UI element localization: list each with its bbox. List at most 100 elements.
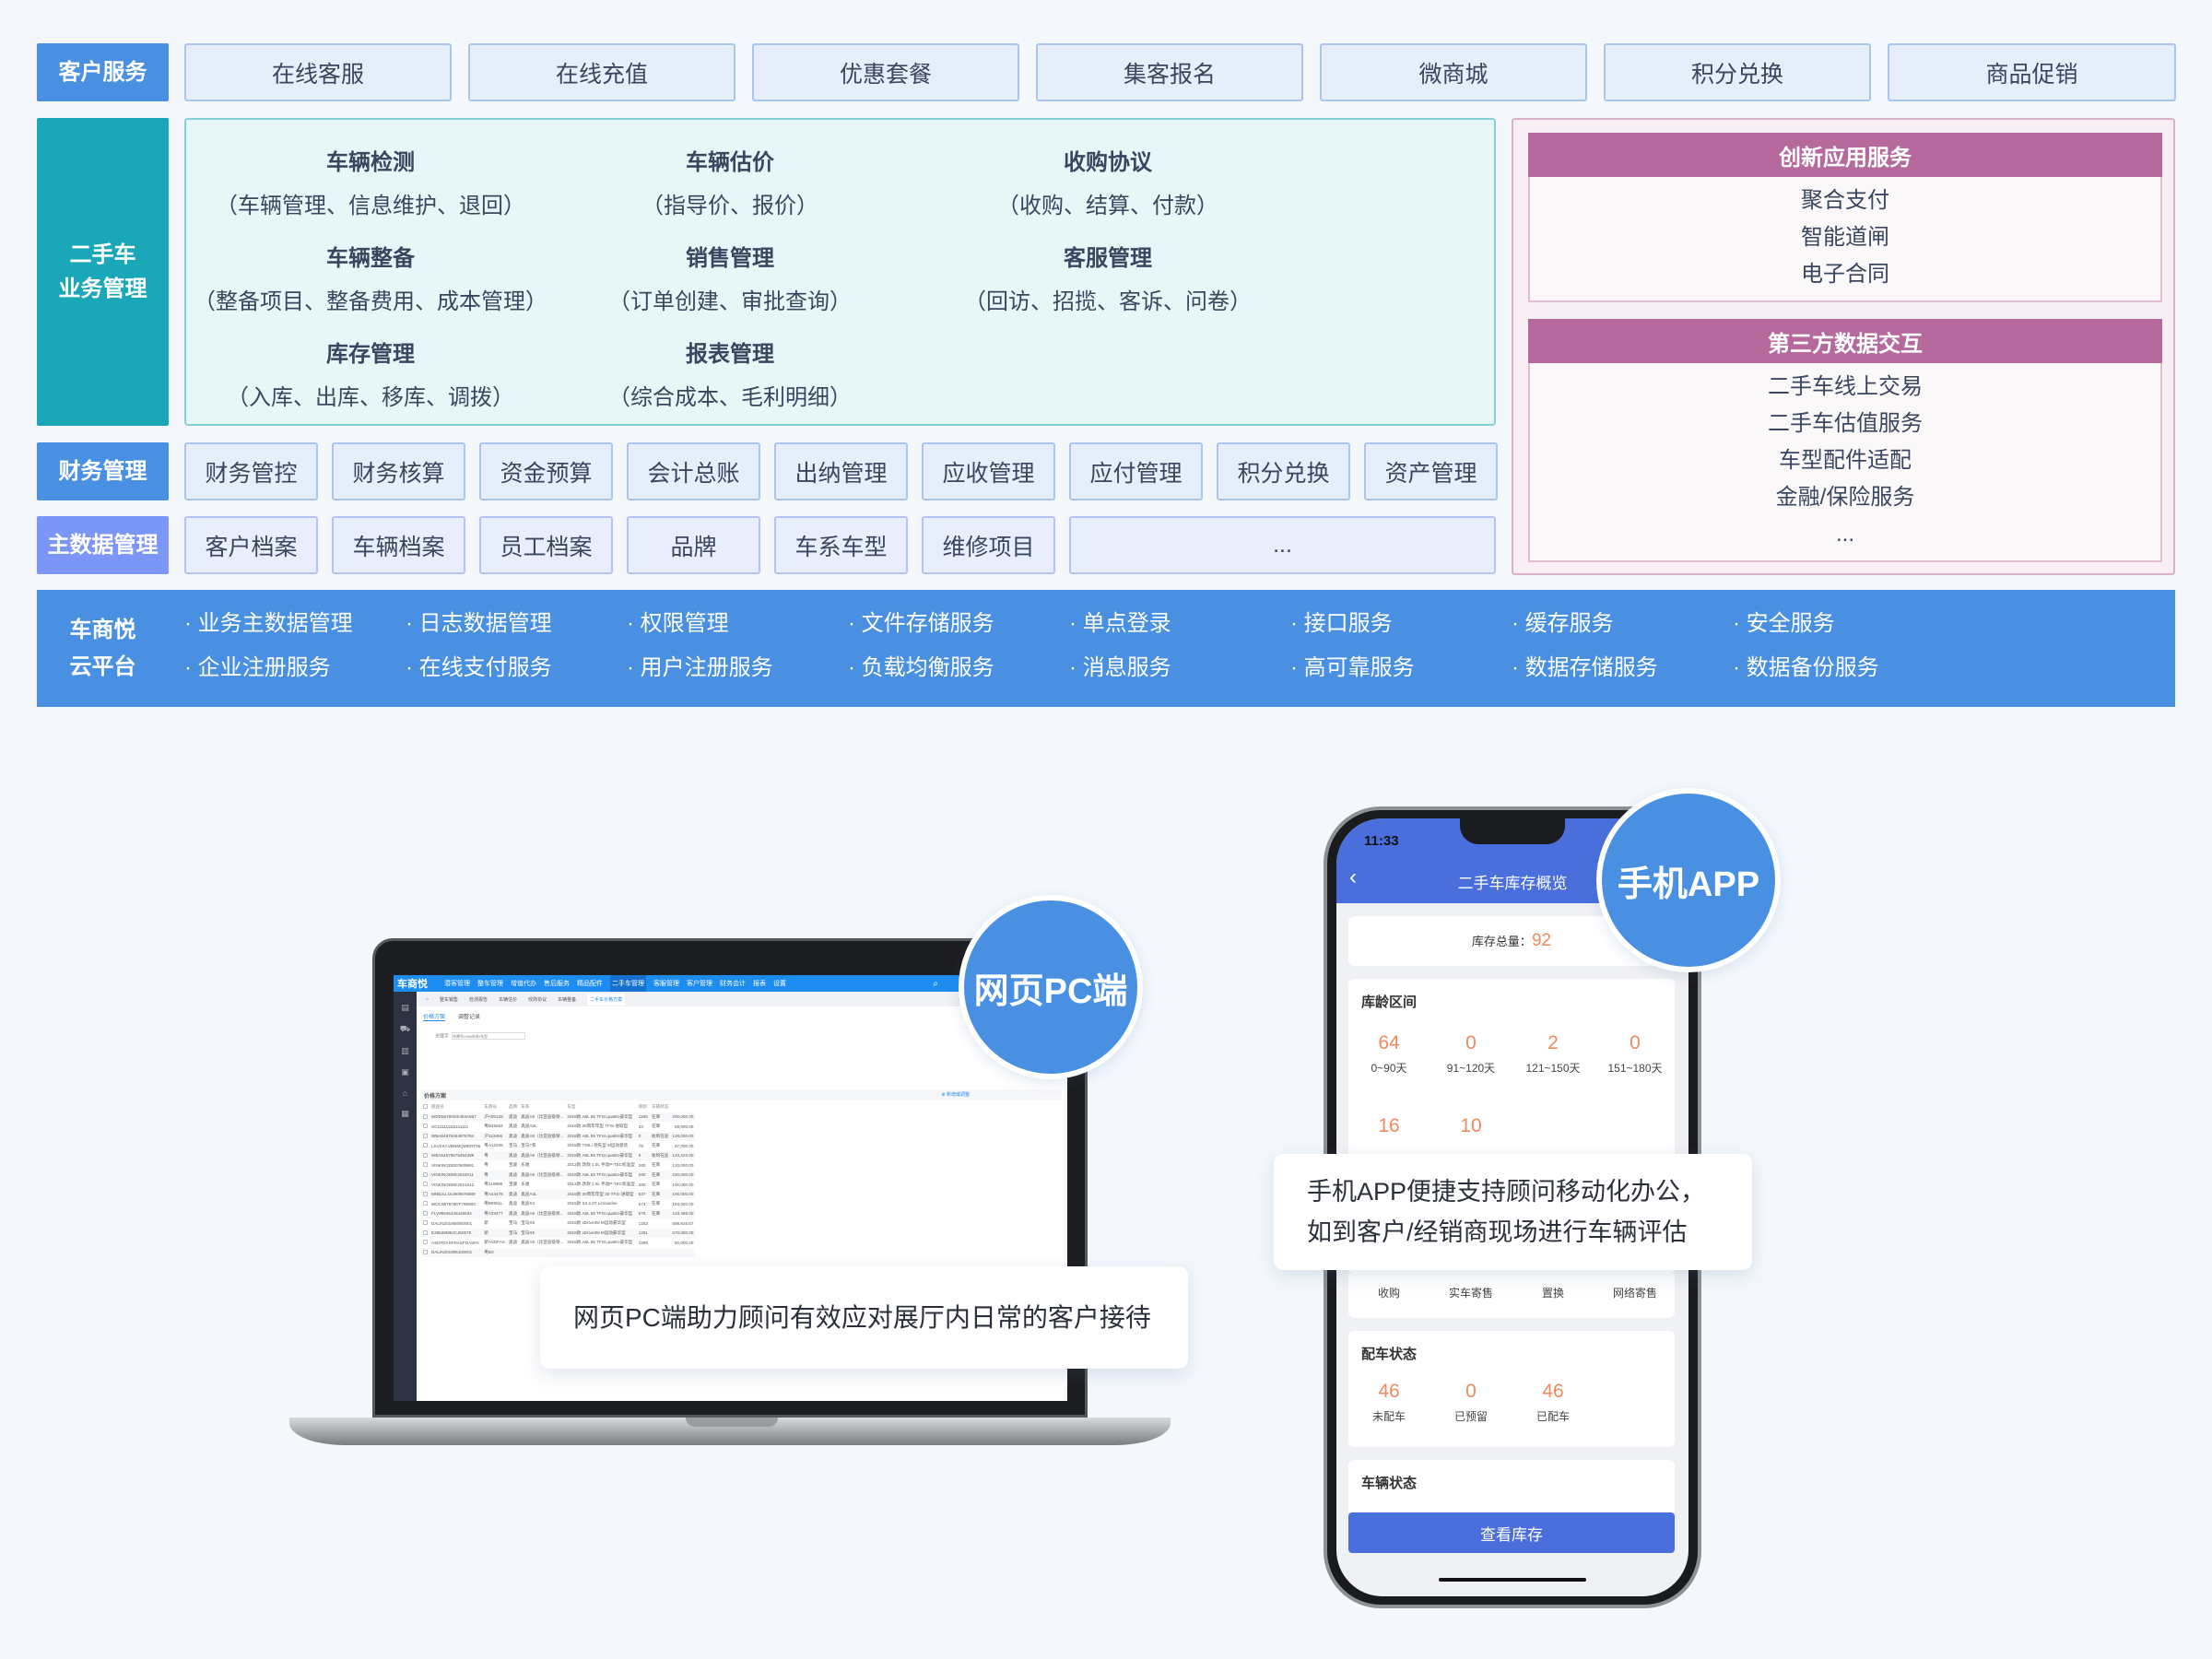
pc-nav-item[interactable]: 客服管理 — [653, 981, 679, 987]
pc-page-tab[interactable]: 检测报告 — [469, 996, 488, 1003]
doc-icon[interactable]: ▤ — [401, 1003, 409, 1012]
pc-nav-item[interactable]: 潜客管理 — [444, 981, 470, 987]
business-module[interactable]: 车辆整备 （整备项目、整备费用、成本管理） — [177, 240, 564, 315]
row-checkbox-cell[interactable] — [421, 1160, 429, 1171]
row-checkbox[interactable] — [423, 1143, 428, 1148]
finance-item[interactable]: 会计总账 — [627, 442, 760, 500]
pc-page-tab[interactable]: 车辆整备 — [558, 996, 577, 1003]
bank-icon[interactable]: ⌂ — [402, 1088, 408, 1098]
pc-page-tab[interactable]: 整车销售 — [440, 996, 459, 1003]
search-icon[interactable]: ⌕ — [933, 978, 938, 989]
row-checkbox[interactable] — [423, 1210, 428, 1216]
row-checkbox-cell[interactable] — [421, 1132, 429, 1142]
match-stat[interactable]: 46 已配车 — [1512, 1381, 1594, 1424]
row-checkbox[interactable] — [423, 1171, 428, 1177]
customer-service-item[interactable]: 商品促销 — [1888, 43, 2176, 101]
row-checkbox[interactable] — [423, 1220, 428, 1226]
row-checkbox[interactable] — [423, 1230, 428, 1235]
row-checkbox[interactable] — [423, 1152, 428, 1158]
row-checkbox-cell[interactable] — [421, 1238, 429, 1248]
pc-nav-item[interactable]: 财务会计 — [720, 981, 746, 987]
row-checkbox[interactable] — [423, 1113, 428, 1119]
row-checkbox-cell[interactable] — [421, 1151, 429, 1161]
row-checkbox-cell[interactable] — [421, 1199, 429, 1209]
business-module[interactable]: 收购协议 （收购、结算、付款） — [914, 144, 1301, 219]
customer-service-item[interactable]: 在线客服 — [184, 43, 452, 101]
row-checkbox-cell[interactable] — [421, 1171, 429, 1181]
age-stat[interactable]: 64 0~90天 — [1348, 1032, 1430, 1076]
row-checkbox-cell[interactable] — [421, 1122, 429, 1132]
table-row[interactable]: VINKINGDEE2021042 粤218899 宝骏 乐驰 2012款 改款 1.0… — [421, 1180, 695, 1190]
pc-page-tab[interactable]: 车辆估价 — [499, 996, 518, 1003]
pc-nav-item[interactable]: 客户管理 — [687, 981, 712, 987]
row-checkbox-cell[interactable] — [421, 1180, 429, 1190]
pc-page-tab[interactable]: 二手车价格方案 — [587, 993, 626, 1006]
header-checkbox-cell[interactable] — [421, 1102, 429, 1112]
age-stat[interactable]: 16 — [1348, 1115, 1430, 1143]
row-checkbox[interactable] — [423, 1162, 428, 1168]
row-checkbox[interactable] — [423, 1201, 428, 1206]
view-inventory-button[interactable]: 查看库存 — [1348, 1512, 1675, 1553]
table-row[interactable]: WDC987876DF789900 粤B890LL 奥迪 奥迪S3 2015款 S3 2… — [421, 1199, 695, 1209]
table-row[interactable]: SG111111111111111 粤B45664 奥迪 奥迪A6L 2018款 30周… — [421, 1122, 695, 1132]
table-row[interactable]: DALIN201905100001 粤BX — [421, 1247, 696, 1258]
pc-subtab[interactable]: 价格方案 — [423, 1012, 446, 1021]
row-checkbox[interactable] — [423, 1182, 428, 1187]
home-icon[interactable]: ⌂ — [426, 996, 429, 1002]
row-checkbox[interactable] — [423, 1191, 428, 1196]
finance-item[interactable]: 出纳管理 — [774, 442, 908, 500]
table-row[interactable]: FLV99545436345634 粤A33477 奥迪 奥迪A8（比亚迪级保... 2… — [421, 1208, 696, 1219]
finance-item[interactable]: 资金预算 — [479, 442, 613, 500]
pc-nav-item[interactable]: 增值代办 — [511, 981, 536, 987]
master-data-item[interactable]: 维修项目 — [922, 516, 1055, 574]
table-row[interactable]: VINKINGDEE2022011 粤 奥迪 奥迪A8（比亚迪级保... 2018款 A… — [421, 1170, 696, 1181]
row-checkbox-cell[interactable] — [421, 1141, 429, 1151]
age-stat[interactable]: 0 91~120天 — [1430, 1032, 1512, 1076]
table-row[interactable]: VINKINGDEE0909991 粤 宝骏 乐驰 2012款 改款 1.0L 手动P-… — [421, 1160, 695, 1171]
match-stat[interactable]: 46 未配车 — [1348, 1381, 1430, 1424]
finance-item[interactable]: 财务核算 — [332, 442, 465, 500]
row-checkbox-cell[interactable] — [421, 1248, 429, 1258]
finance-item[interactable]: 积分兑换 — [1217, 442, 1350, 500]
bus-icon[interactable]: ▣ — [401, 1067, 409, 1077]
customer-service-item[interactable]: 优惠套餐 — [752, 43, 1019, 101]
master-data-item[interactable]: 车系车型 — [774, 516, 908, 574]
business-module[interactable]: 客服管理 （回访、招揽、客诉、问卷） — [914, 240, 1301, 315]
business-module[interactable]: 车辆估价 （指导价、报价） — [536, 144, 924, 219]
customer-service-item[interactable]: 微商城 — [1320, 43, 1587, 101]
row-checkbox-cell[interactable] — [421, 1209, 429, 1219]
row-checkbox[interactable] — [423, 1124, 428, 1129]
table-row[interactable]: LSVZXCVBNMQWERT55 粤A12345 宝马 宝马7系 2018款 730L… — [421, 1141, 695, 1151]
row-checkbox[interactable] — [423, 1133, 428, 1138]
finance-item[interactable]: 应付管理 — [1069, 442, 1203, 500]
row-checkbox[interactable] — [423, 1249, 428, 1254]
table-row[interactable]: ASDFDASFDASFDASFA 新ASDFAS 奥迪 奥迪A8（比亚迪级保... 2… — [421, 1238, 695, 1248]
customer-service-item[interactable]: 集客报名 — [1036, 43, 1303, 101]
master-data-item[interactable]: 客户档案 — [184, 516, 318, 574]
back-icon[interactable]: ‹ — [1349, 865, 1357, 889]
row-checkbox-cell[interactable] — [421, 1112, 429, 1123]
pc-nav-item[interactable]: 二手车管理 — [610, 975, 646, 993]
gift-icon[interactable]: ▦ — [401, 1109, 409, 1118]
master-data-item[interactable]: 员工档案 — [479, 516, 613, 574]
pc-nav-item[interactable]: 报表 — [753, 981, 766, 987]
customer-service-item[interactable]: 积分兑换 — [1604, 43, 1871, 101]
pc-nav-item[interactable]: 售后服务 — [544, 981, 570, 987]
header-checkbox[interactable] — [423, 1104, 428, 1110]
age-stat[interactable]: 10 — [1430, 1115, 1512, 1143]
master-data-item[interactable]: 车辆档案 — [332, 516, 465, 574]
business-module[interactable]: 库存管理 （入库、出库、移库、调拨） — [177, 335, 564, 411]
pc-nav-item[interactable]: 精品配件 — [577, 981, 603, 987]
add-adjust-button[interactable]: ⊕ 新增或调整 — [941, 1092, 970, 1098]
row-checkbox-cell[interactable] — [421, 1218, 429, 1229]
keyword-input[interactable] — [452, 1032, 526, 1040]
age-stat[interactable]: 2 121~150天 — [1512, 1032, 1594, 1076]
table-row[interactable]: DALIN201908060001 新 宝马 宝马X5 2018款 xDrive35i … — [421, 1218, 695, 1229]
table-row[interactable]: WBA64876464876764 沪123455 奥迪 奥迪A8（比亚迪级保... 2… — [421, 1131, 696, 1142]
table-row[interactable]: E39528M54CJ50578 新 宝马 宝马X5 2018款 xDrive35i M… — [421, 1228, 696, 1239]
row-checkbox[interactable] — [423, 1240, 428, 1245]
pc-nav-item[interactable]: 设置 — [773, 981, 786, 987]
master-data-item[interactable]: 品牌 — [627, 516, 760, 574]
row-checkbox-cell[interactable] — [421, 1229, 429, 1239]
master-data-more[interactable]: ... — [1069, 516, 1496, 574]
